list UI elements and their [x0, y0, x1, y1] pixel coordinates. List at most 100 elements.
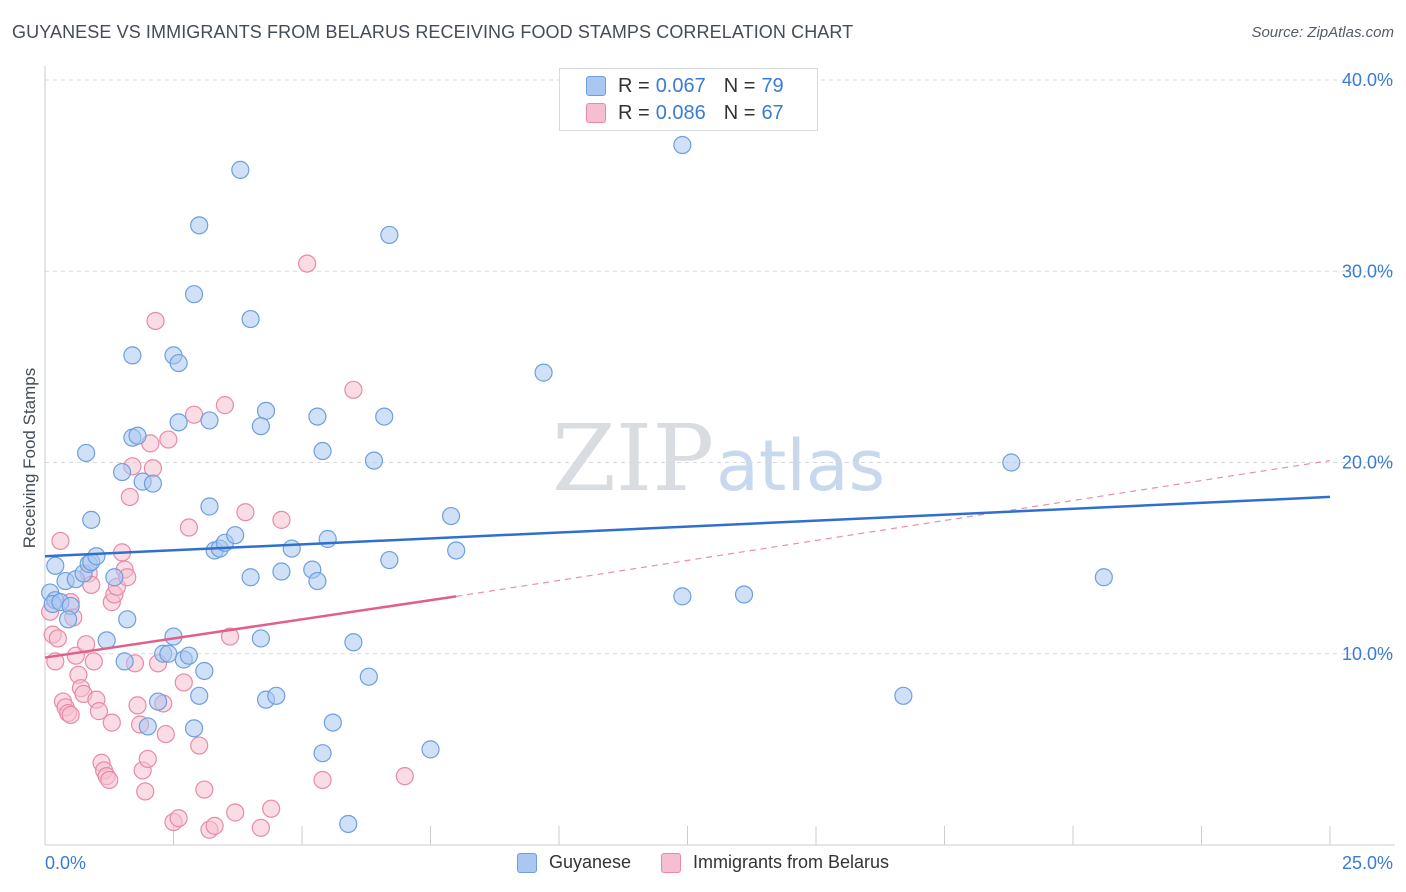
guyanese-point [251, 417, 270, 436]
guyanese-point [894, 686, 913, 705]
belarus-point [61, 705, 80, 725]
legend-swatch-blue [586, 76, 606, 96]
guyanese-point [148, 692, 168, 711]
x-tick-label: 0.0% [45, 853, 86, 873]
guyanese-point [169, 353, 188, 373]
belarus-point [251, 818, 270, 837]
guyanese-point [1094, 568, 1113, 587]
watermark-atlas: atlas [716, 425, 885, 507]
chart-source: Source: ZipAtlas.com [1251, 24, 1394, 41]
legend-item-guyanese[interactable]: Guyanese [516, 852, 631, 873]
series-legend: Guyanese Immigrants from Belarus [0, 852, 1406, 873]
guyanese-point [308, 407, 327, 426]
legend-swatch-blue [516, 852, 537, 873]
legend-n-label: N = [723, 101, 756, 124]
trend-lines [44, 459, 1331, 659]
belarus-point [179, 518, 199, 537]
guyanese-point [380, 225, 399, 245]
legend-swatch-pink [586, 103, 606, 123]
guyanese-point [46, 556, 65, 575]
legend-n-value: 67 [761, 101, 784, 124]
guyanese-point [256, 401, 276, 420]
guyanese-point [734, 585, 754, 604]
guyanese-point [421, 740, 440, 759]
guyanese-trend-line [44, 495, 1331, 558]
legend-label-guyanese: Guyanese [548, 852, 631, 872]
guyanese-point [318, 529, 337, 549]
guyanese-point [128, 426, 147, 445]
belarus-points [41, 254, 414, 839]
legend-r-label: R = [618, 74, 650, 97]
guyanese-point [184, 719, 204, 738]
guyanese-points [41, 135, 1113, 834]
belarus-point [159, 430, 178, 449]
watermark: ZIP atlas [552, 405, 885, 512]
guyanese-point [380, 550, 399, 570]
legend-n-value: 79 [761, 74, 784, 97]
guyanese-point [59, 610, 78, 629]
legend-row-belarus: R = 0.086 N = 67 [586, 101, 784, 125]
belarus-point [138, 749, 157, 769]
belarus-point [100, 770, 119, 790]
legend-n-label: N = [723, 74, 756, 97]
y-tick-label: 20.0% [1342, 453, 1393, 473]
guyanese-point [1002, 453, 1021, 472]
belarus-point [236, 503, 255, 522]
guyanese-point [447, 541, 466, 560]
legend-r-value: 0.067 [655, 74, 706, 97]
guyanese-point [195, 661, 214, 681]
belarus-point [102, 713, 121, 732]
legend-swatch-pink [661, 852, 681, 873]
guyanese-point [282, 539, 301, 558]
belarus-point [226, 803, 245, 822]
correlation-legend: R = 0.067 N = 79 R = 0.086 N = 67 [559, 68, 818, 131]
belarus-point [205, 816, 224, 835]
guyanese-point [323, 713, 342, 732]
legend-row-guyanese: R = 0.067 N = 79 [586, 74, 784, 98]
belarus-trend-line [44, 595, 457, 659]
legend-r-value: 0.086 [655, 101, 706, 124]
belarus-point [395, 767, 414, 786]
belarus-point [89, 702, 109, 721]
belarus-point [313, 770, 332, 790]
guyanese-point [105, 568, 124, 587]
belarus-point [51, 531, 70, 551]
guyanese-point [115, 652, 134, 671]
belarus-trend-extension [456, 459, 1331, 597]
belarus-point [298, 254, 317, 273]
legend-item-belarus[interactable]: Immigrants from Belarus [661, 852, 889, 873]
belarus-point [120, 487, 139, 507]
belarus-point [184, 405, 204, 424]
guyanese-point [159, 644, 178, 663]
axes [44, 66, 1395, 846]
tick-labels: 10.0% 20.0% 30.0% 40.0% 0.0% 25.0% [45, 70, 1393, 873]
guyanese-point [313, 441, 332, 461]
guyanese-point [112, 462, 132, 482]
guyanese-point [339, 814, 358, 834]
guyanese-point [169, 413, 188, 432]
guyanese-point [143, 474, 163, 493]
guyanese-point [441, 506, 461, 526]
belarus-point [190, 736, 209, 755]
guyanese-point [241, 309, 260, 329]
guyanese-point [534, 363, 553, 382]
guyanese-point [200, 411, 219, 430]
belarus-point [156, 724, 175, 744]
guyanese-point [87, 547, 106, 566]
belarus-point [128, 696, 147, 715]
guyanese-point [82, 510, 101, 529]
guyanese-point [241, 568, 260, 587]
guyanese-point [77, 443, 96, 463]
belarus-point [344, 380, 363, 399]
legend-label-belarus: Immigrants from Belarus [693, 852, 890, 872]
x-tick-label: 25.0% [1342, 853, 1393, 873]
guyanese-point [190, 686, 209, 705]
watermark-zip: ZIP [552, 405, 714, 512]
belarus-point [272, 510, 291, 529]
belarus-point [215, 396, 234, 415]
guyanese-point [673, 587, 692, 606]
guyanese-point [364, 451, 384, 470]
guyanese-point [179, 646, 199, 665]
belarus-point [169, 809, 188, 828]
